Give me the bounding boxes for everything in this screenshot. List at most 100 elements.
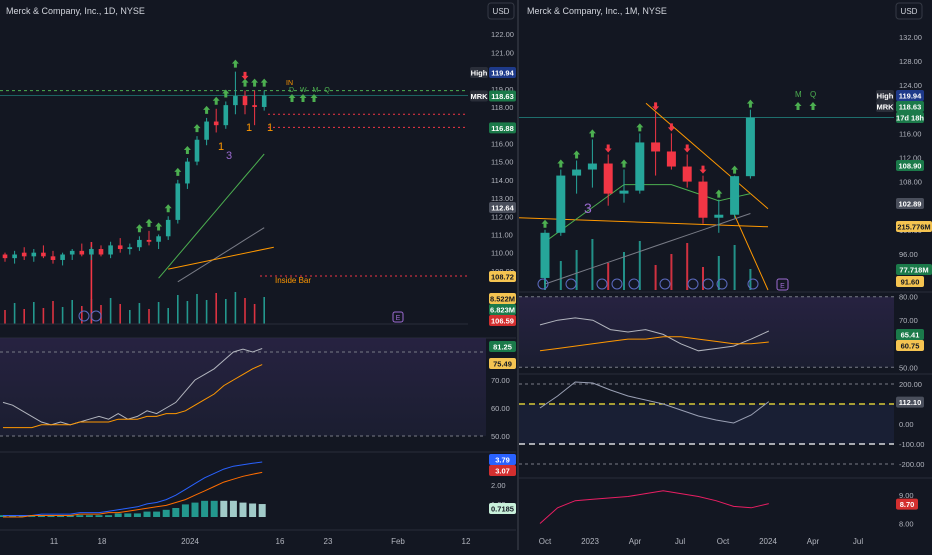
macd-histogram-bar (220, 500, 228, 517)
volume-bar-right (591, 239, 594, 290)
candle-body[interactable] (108, 245, 113, 255)
price-axis-tick: 112.00 (491, 212, 513, 221)
left-chart-pane[interactable]: 122.00121.00120.00119.00118.00117.00116.… (0, 30, 516, 546)
rsi-band-right (519, 296, 894, 368)
left-currency-button[interactable] (487, 2, 515, 20)
volume-bar (33, 302, 35, 324)
candle-body[interactable] (12, 254, 17, 259)
candle-body-right[interactable] (698, 181, 708, 218)
dividend-marker-right[interactable] (596, 278, 608, 290)
buy-signal-arrow-right (557, 159, 565, 168)
dividend-marker[interactable] (90, 310, 102, 322)
time-axis-tick: 16 (276, 537, 285, 546)
candle-body-right[interactable] (572, 169, 582, 176)
dividend-marker-right[interactable] (659, 278, 671, 290)
candle-body[interactable] (127, 247, 133, 250)
dividend-marker-right[interactable] (611, 278, 623, 290)
candle-body[interactable] (50, 256, 56, 260)
earnings-marker-left[interactable] (392, 311, 404, 323)
macd-histogram-bar (162, 509, 170, 517)
time-axis-tick: 12 (462, 537, 471, 546)
right-chart-pane[interactable]: 132.00128.00124.00120.00116.00112.00108.… (518, 33, 932, 546)
slow-ma-badge-right-text: 102.89 (899, 200, 922, 209)
candle-body-right[interactable] (635, 142, 645, 191)
candle-body[interactable] (79, 250, 85, 255)
candle-body[interactable] (137, 239, 142, 248)
candle-body[interactable] (213, 121, 219, 126)
candle-body-right[interactable] (540, 232, 550, 278)
dividend-marker-right[interactable] (747, 278, 759, 290)
candle-body[interactable] (2, 254, 8, 259)
candle-body[interactable] (194, 139, 200, 162)
candle-body-right[interactable] (556, 175, 566, 233)
candle-body-right[interactable] (587, 163, 597, 170)
candle-body-right[interactable] (745, 117, 755, 177)
price-axis-tick: 113.00 (491, 194, 513, 203)
macd-histogram-bar (66, 515, 74, 517)
buy-signal-arrow (135, 224, 143, 233)
dividend-marker-right[interactable] (687, 278, 699, 290)
dividend-marker-right[interactable] (628, 278, 640, 290)
macd-signal-badge-text: 3.07 (495, 467, 510, 476)
macd-value-badge (489, 454, 516, 465)
candle-body[interactable] (41, 252, 46, 257)
candle-body-right[interactable] (651, 142, 661, 152)
macd-histogram-bar (229, 500, 237, 517)
price-axis-tick: 110.00 (491, 249, 513, 258)
volume-bar (157, 302, 160, 324)
candle-body-right[interactable] (619, 190, 629, 194)
bottom-axis-tick: 9.00 (899, 491, 914, 500)
rsi-axis-tick-right: 70.00 (899, 316, 918, 325)
dividend-marker[interactable] (78, 310, 90, 322)
candle-body[interactable] (233, 96, 238, 106)
candle-body[interactable] (175, 183, 181, 220)
candle-body[interactable] (261, 95, 267, 107)
time-axis-tick-right: Oct (717, 537, 730, 546)
price-axis-tick-right: 124.00 (899, 81, 922, 90)
macd-histogram-bar (258, 504, 266, 517)
candle-body-right[interactable] (682, 166, 692, 182)
candle-body[interactable] (31, 252, 37, 257)
high-value-badge-text: 119.94 (491, 69, 514, 78)
low-level-badge-right (896, 276, 924, 287)
candle-body[interactable] (89, 249, 94, 255)
candle-body-right[interactable] (603, 163, 613, 194)
candle-body-right[interactable] (666, 151, 676, 167)
volume-bar (148, 309, 150, 324)
dividend-marker-right[interactable] (565, 278, 577, 290)
candle-body[interactable] (98, 249, 104, 255)
dividend-marker-right[interactable] (716, 278, 728, 290)
high-label-badge (470, 67, 488, 78)
volume-bar (81, 306, 83, 324)
candle-body[interactable] (252, 105, 257, 107)
macd-value-badge-text: 3.79 (495, 456, 510, 465)
macd-histogram-bar (76, 515, 84, 517)
candle-body[interactable] (185, 161, 190, 184)
count-one-b: 1 (246, 122, 252, 134)
candle-body-right[interactable] (714, 214, 724, 218)
volume-bar (61, 307, 64, 324)
candle-body-right[interactable] (730, 176, 740, 215)
candle-body[interactable] (146, 239, 152, 242)
macd-signal-line (3, 471, 263, 518)
buy-signal-arrow (193, 124, 201, 133)
candle-body[interactable] (165, 219, 171, 237)
candle-body[interactable] (204, 121, 209, 140)
candle-body[interactable] (21, 252, 27, 257)
candle-body[interactable] (60, 254, 65, 260)
candle-body[interactable] (223, 105, 229, 126)
candle-body[interactable] (242, 96, 248, 106)
candle-body[interactable] (117, 245, 123, 250)
earnings-marker-right[interactable] (776, 278, 789, 291)
time-axis-tick: 2024 (181, 537, 199, 546)
candle-body[interactable] (156, 236, 161, 242)
pane-divider[interactable] (517, 0, 519, 550)
earnings-marker-right-label: E (780, 283, 785, 290)
dividend-marker-right[interactable] (702, 278, 714, 290)
dividend-marker-right[interactable] (537, 278, 549, 290)
candle-body[interactable] (69, 250, 75, 255)
sell-signal-arrow-right (652, 102, 660, 111)
right-currency-button[interactable] (895, 2, 923, 20)
macd-histogram-bar (239, 502, 247, 517)
